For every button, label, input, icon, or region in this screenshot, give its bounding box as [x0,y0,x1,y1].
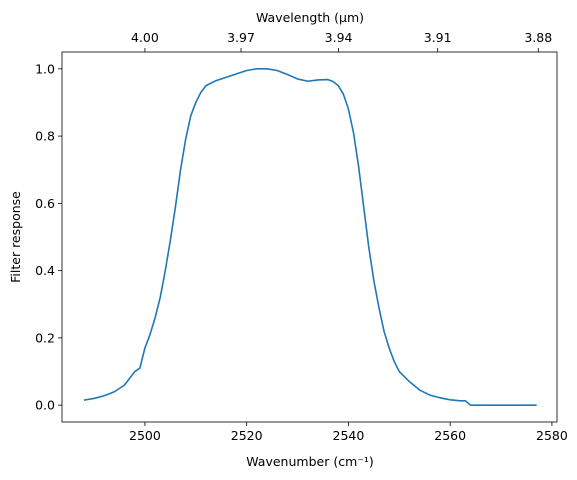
x-tick-label: 2500 [129,428,161,443]
y-tick-label: 0.2 [35,330,55,345]
x2-tick-label: 4.00 [131,30,159,45]
x2-axis-label: Wavelength (μm) [256,10,364,25]
y-tick-label: 0.0 [35,398,55,413]
y-axis-label: Filter response [8,191,23,283]
x2-tick-label: 3.97 [227,30,255,45]
x2-tick-label: 3.91 [424,30,452,45]
x-axis-label: Wavenumber (cm⁻¹) [246,454,373,469]
x-tick-label: 2540 [333,428,365,443]
x2-tick-label: 3.94 [325,30,353,45]
plot-frame [61,51,558,423]
y-tick-label: 0.4 [35,263,55,278]
y-tick-label: 0.8 [35,129,55,144]
x-tick-label: 2580 [536,428,568,443]
x-tick-label: 2520 [231,428,263,443]
x2-tick-label: 3.88 [524,30,552,45]
data-line [83,68,537,406]
x-tick-label: 2560 [434,428,466,443]
y-tick-label: 0.6 [35,196,55,211]
y-tick-label: 1.0 [35,61,55,76]
